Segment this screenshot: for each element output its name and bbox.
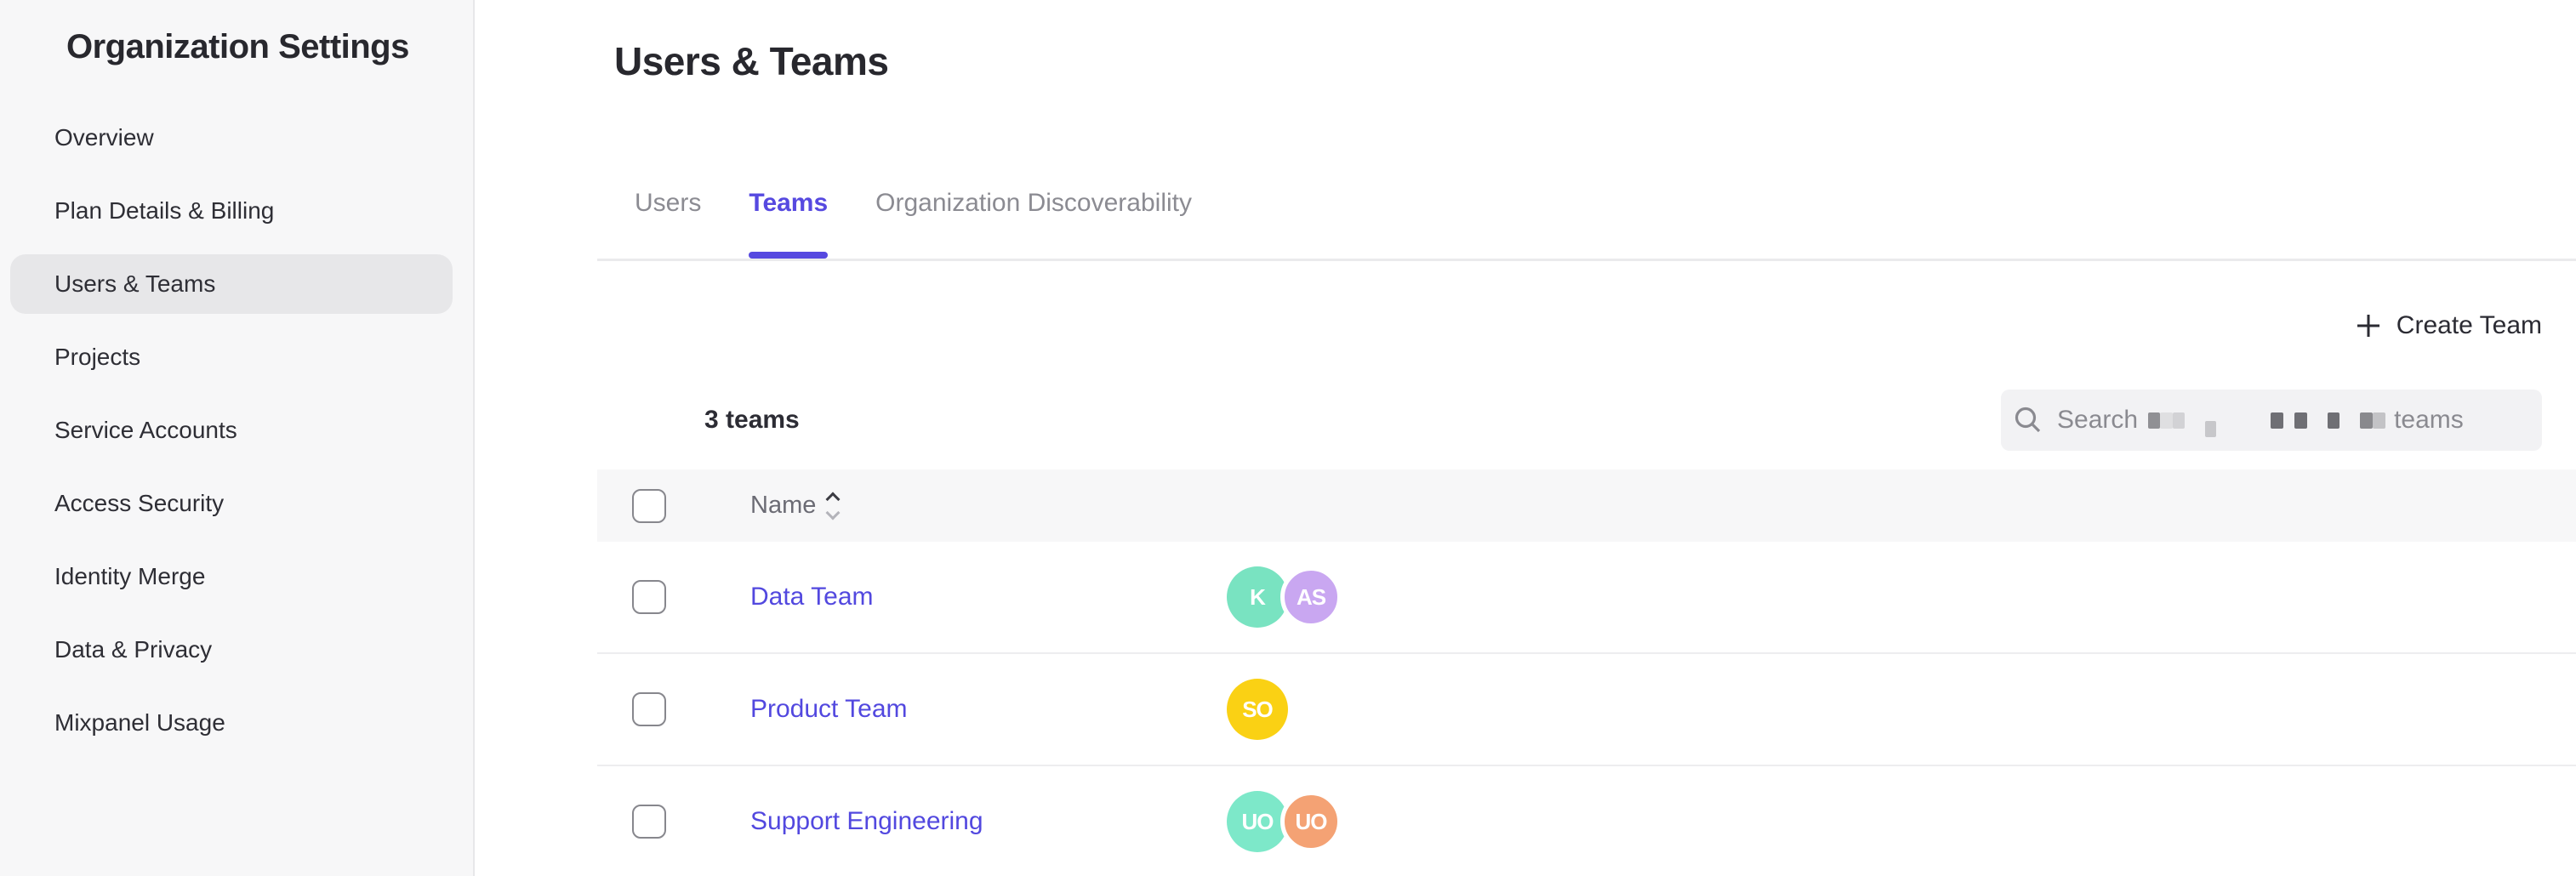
sidebar-item-projects[interactable]: Projects <box>54 344 141 370</box>
tab-organization-discoverability[interactable]: Organization Discoverability <box>875 189 1192 217</box>
main-content: Users & Teams Users Teams Organization D… <box>476 0 2576 876</box>
redacted-text-block <box>2148 412 2161 429</box>
table-header-row: Name <box>597 469 2576 542</box>
sidebar: Organization Settings Overview Plan Deta… <box>0 0 475 876</box>
teams-count: 3 teams <box>704 406 800 434</box>
row-checkbox[interactable] <box>632 805 666 839</box>
team-name-link[interactable]: Product Team <box>750 695 908 723</box>
name-column-header: Name <box>750 492 817 519</box>
member-avatar: AS <box>1280 566 1342 628</box>
team-name-link[interactable]: Data Team <box>750 583 874 611</box>
redacted-text-block <box>2160 412 2174 429</box>
search-placeholder-suffix: teams <box>2394 406 2464 434</box>
toolbar: Create Team <box>597 306 2576 345</box>
sidebar-item-data-privacy[interactable]: Data & Privacy <box>54 636 213 663</box>
tab-users[interactable]: Users <box>635 189 702 217</box>
redacted-text-block <box>2360 412 2374 429</box>
sidebar-item-access-security[interactable]: Access Security <box>54 490 225 516</box>
sidebar-item-overview[interactable]: Overview <box>54 124 154 151</box>
member-avatar: K <box>1227 566 1288 628</box>
plus-icon <box>2357 315 2379 337</box>
table-row: Product Team SO <box>597 654 2576 766</box>
chevron-down-icon <box>825 505 841 520</box>
sidebar-item-identity-merge[interactable]: Identity Merge <box>54 563 206 589</box>
sidebar-item-service-accounts[interactable]: Service Accounts <box>54 417 237 443</box>
redacted-text-block <box>2294 412 2308 429</box>
sidebar-item-users-teams[interactable]: Users & Teams <box>10 254 453 314</box>
sidebar-nav: Overview Plan Details & Billing Users & … <box>0 108 473 753</box>
member-avatar: UO <box>1280 791 1342 852</box>
search-icon <box>2015 407 2041 433</box>
tab-bar: Users Teams Organization Discoverability <box>597 189 2576 261</box>
member-avatar: SO <box>1227 679 1288 740</box>
sidebar-item-plan-details-billing[interactable]: Plan Details & Billing <box>54 197 275 224</box>
member-avatar: UO <box>1227 791 1288 852</box>
row-checkbox[interactable] <box>632 692 666 726</box>
sidebar-item-mixpanel-usage[interactable]: Mixpanel Usage <box>54 709 225 736</box>
search-placeholder-prefix: Search <box>2057 406 2139 434</box>
row-checkbox[interactable] <box>632 580 666 614</box>
redacted-text-block <box>2373 412 2386 429</box>
sidebar-title: Organization Settings <box>66 28 409 65</box>
team-name-link[interactable]: Support Engineering <box>750 807 983 835</box>
table-row: Support Engineering UO UO <box>597 766 2576 876</box>
page-title: Users & Teams <box>614 39 889 83</box>
list-controls: 3 teams Search teams <box>597 390 2576 451</box>
team-search-input[interactable]: Search teams <box>2001 390 2542 451</box>
table-row: Data Team K AS <box>597 542 2576 654</box>
sort-icon[interactable] <box>825 492 841 520</box>
tab-teams[interactable]: Teams <box>749 189 829 259</box>
redacted-text-block <box>2271 412 2284 429</box>
chevron-up-icon <box>825 492 841 506</box>
redacted-text-block <box>2328 412 2340 429</box>
select-all-checkbox[interactable] <box>632 488 666 523</box>
teams-table: Name Data Team K A <box>597 469 2576 876</box>
active-tab-underline <box>749 252 829 259</box>
redacted-text-block <box>2205 420 2217 437</box>
redacted-text-block <box>2173 412 2186 429</box>
create-team-button[interactable]: Create Team <box>2354 306 2542 345</box>
